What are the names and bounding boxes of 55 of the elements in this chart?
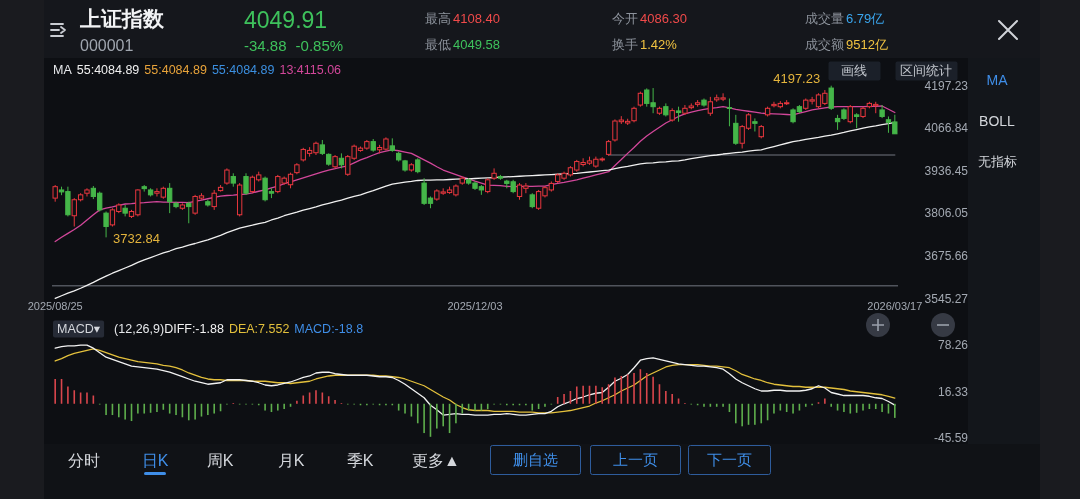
tab-label: 季K	[346, 451, 374, 469]
legend-item: DIFF:-1.88	[164, 322, 224, 336]
tab-label: 更多▲	[412, 451, 460, 469]
annotation: 9512亿	[846, 36, 888, 52]
x-tick-label: 2025/12/03	[447, 299, 503, 312]
annotation: 4049.91	[244, 7, 328, 33]
annotation: -0.85%	[295, 36, 344, 54]
y-tick-label: 3806.05	[924, 206, 968, 221]
annotation: 1.42%	[640, 36, 677, 52]
button-label: 上一页	[612, 450, 658, 468]
annotation: 4049.58	[453, 36, 500, 52]
button-label: 区间统计	[900, 62, 952, 78]
legend-item: 55:4084.89	[211, 62, 275, 77]
legend-item: DEA:7.552	[228, 322, 290, 336]
annotation: 成交额	[805, 36, 844, 52]
y-tick-label: -45.59	[933, 431, 968, 445]
y-tick-label: 4066.84	[924, 121, 968, 136]
tab-label: 月K	[277, 451, 305, 469]
x-tick-label: 2025/08/25	[27, 299, 83, 312]
y-tick-label: 3936.45	[924, 163, 968, 178]
annotation: 成交量	[805, 10, 844, 26]
y-tick-label: 16.33	[937, 384, 968, 399]
button-label: 下一页	[706, 450, 752, 468]
y-tick-label: 3675.66	[924, 249, 968, 263]
annotation: 最低	[425, 36, 451, 52]
y-tick-label: 3545.27	[924, 291, 968, 306]
legend-item: 55:4084.89	[144, 62, 207, 77]
annotation: MACD:-18.8	[294, 322, 364, 336]
y-tick-label: 78.26	[937, 338, 968, 352]
annotation: (12,26,9)	[114, 322, 165, 336]
subtitle: 000001	[80, 36, 134, 54]
legend-title: MA	[53, 62, 72, 77]
menu-item: BOLL	[979, 113, 1015, 129]
annotation: 6.79亿	[846, 10, 885, 26]
legend-item: 13:4115.06	[279, 62, 342, 77]
annotation: 换手	[612, 36, 638, 52]
menu-item: 无指标	[977, 153, 1017, 169]
annotation: 3732.84	[113, 230, 161, 246]
annotation: 4108.40	[453, 10, 500, 26]
button-label: 删自选	[512, 450, 558, 468]
button-label: 画线	[841, 62, 867, 78]
legend-item: 55:4084.89	[76, 62, 140, 77]
annotation: -34.88	[244, 36, 287, 54]
x-tick-label: 2026/03/17	[867, 299, 923, 312]
annotation: 最高	[425, 10, 451, 26]
annotation: 4197.23	[773, 71, 821, 87]
title: 上证指数	[80, 6, 164, 30]
tab-label: 日K	[141, 451, 169, 469]
menu-item: MA	[986, 72, 1008, 88]
y-tick-label: 4197.23	[924, 78, 968, 93]
dropdown-label: MACD▾	[57, 322, 101, 336]
tab-label: 分时	[68, 451, 100, 469]
annotation: 4086.30	[640, 10, 687, 26]
tab-label: 周K	[206, 451, 234, 469]
annotation: 今开	[612, 10, 638, 26]
